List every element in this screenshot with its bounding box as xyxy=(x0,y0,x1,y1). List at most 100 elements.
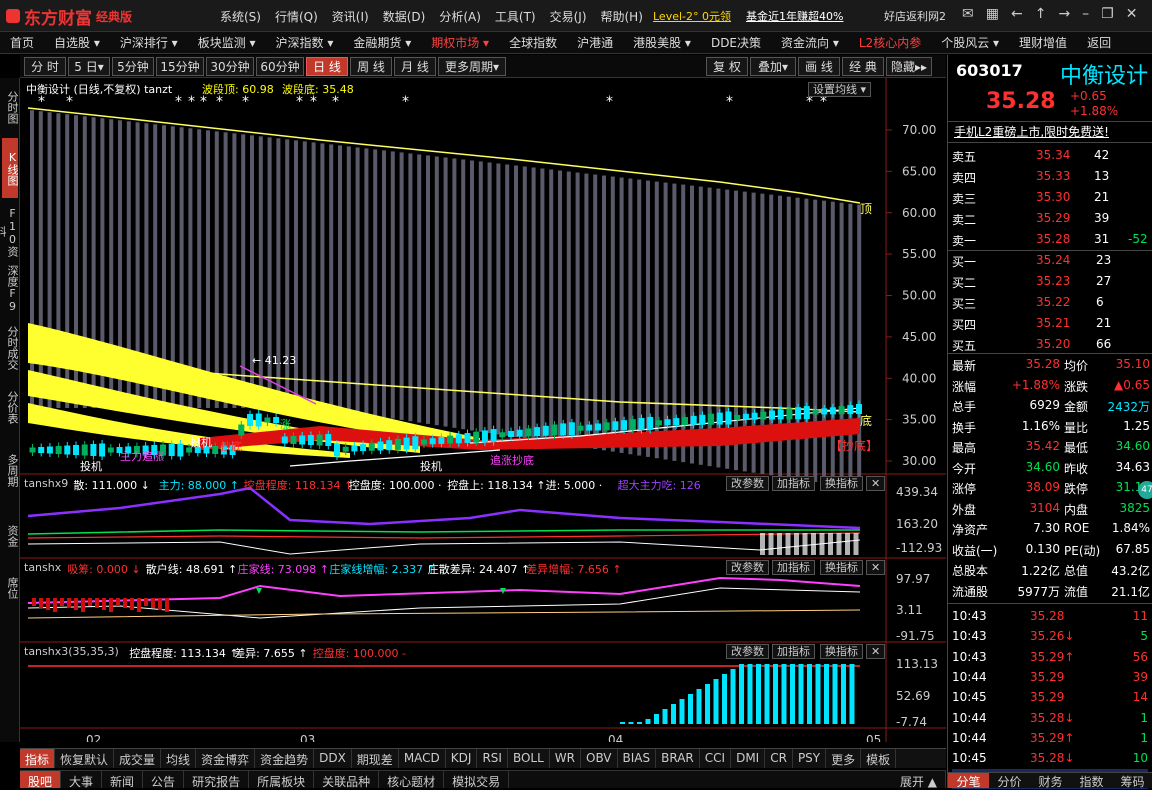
indicator-tab-1[interactable]: 恢复默认 xyxy=(55,749,115,768)
period-button-2[interactable]: 5分钟 xyxy=(112,57,154,76)
forward-icon[interactable]: → xyxy=(1058,6,1071,22)
info-tab-7[interactable]: 核心题材 xyxy=(379,771,445,789)
nav-item-9[interactable]: 港股美股 ▾ xyxy=(633,36,691,50)
set-ma-button[interactable]: 设置均线 ▾ xyxy=(808,82,872,97)
nav-item-12[interactable]: L2核心内参 xyxy=(858,36,922,50)
panel-button-2[interactable]: 换指标 xyxy=(820,560,863,575)
level2-promo-link[interactable]: Level-2° 0元领 xyxy=(653,10,731,23)
indicator-tab-21[interactable]: 模板 xyxy=(861,749,897,768)
period-button-3[interactable]: 15分钟 xyxy=(156,57,204,76)
tool-button-2[interactable]: 画 线 xyxy=(798,57,840,76)
menu-item-5[interactable]: 工具(T) xyxy=(494,10,536,24)
panel-button-3[interactable]: ✕ xyxy=(866,476,886,491)
grid-icon[interactable]: ▦ xyxy=(985,6,999,22)
nav-item-0[interactable]: 首页 xyxy=(10,36,35,50)
panel-button-2[interactable]: 换指标 xyxy=(820,476,863,491)
nav-item-10[interactable]: DDE决策 xyxy=(710,36,762,50)
left-tab-2[interactable]: F10资料 xyxy=(0,206,19,257)
menu-item-0[interactable]: 系统(S) xyxy=(220,10,261,24)
period-button-7[interactable]: 周 线 xyxy=(350,57,392,76)
panel-button-0[interactable]: 改参数 xyxy=(726,644,769,659)
menu-item-2[interactable]: 资讯(I) xyxy=(331,10,369,24)
nav-item-5[interactable]: 金融期货 ▾ xyxy=(353,36,412,50)
nav-item-3[interactable]: 板块监测 ▾ xyxy=(197,36,256,50)
restore-icon[interactable]: ❐ xyxy=(1101,6,1114,22)
indicator-tab-7[interactable]: 期现差 xyxy=(352,749,399,768)
indicator-tab-16[interactable]: CCI xyxy=(700,749,732,768)
indicator-tab-13[interactable]: OBV xyxy=(581,749,618,768)
back-icon[interactable]: ← xyxy=(1010,6,1023,22)
period-button-4[interactable]: 30分钟 xyxy=(206,57,254,76)
info-tab-0[interactable]: 股吧 xyxy=(20,771,62,789)
panel-button-1[interactable]: 加指标 xyxy=(772,476,815,491)
nav-item-8[interactable]: 沪港通 xyxy=(577,36,614,50)
l2-ad-link[interactable]: 手机L2重磅上市,限时免费送! xyxy=(954,125,1109,139)
menu-item-1[interactable]: 行情(Q) xyxy=(274,10,318,24)
left-tab-5[interactable]: 分价表 xyxy=(6,391,19,424)
indicator-tab-10[interactable]: RSI xyxy=(477,749,508,768)
info-tab-2[interactable]: 新闻 xyxy=(102,771,144,789)
tool-button-3[interactable]: 经 典 xyxy=(842,57,884,76)
menu-item-7[interactable]: 帮助(H) xyxy=(600,10,643,24)
indicator-tab-5[interactable]: 资金趋势 xyxy=(255,749,315,768)
nav-item-4[interactable]: 沪深指数 ▾ xyxy=(275,36,334,50)
nav-item-1[interactable]: 自选股 ▾ xyxy=(54,36,100,50)
info-tab-3[interactable]: 公告 xyxy=(143,771,185,789)
tool-button-4[interactable]: 隐藏▸▸ xyxy=(886,57,932,76)
left-tab-8[interactable]: 席位 xyxy=(6,577,19,599)
left-tab-0[interactable]: 分时图 xyxy=(6,90,19,124)
nav-item-13[interactable]: 个股风云 ▾ xyxy=(941,36,1000,50)
nav-item-2[interactable]: 沪深排行 ▾ xyxy=(119,36,178,50)
mail-icon[interactable]: ✉ xyxy=(962,6,974,22)
indicator-tab-8[interactable]: MACD xyxy=(399,749,446,768)
indicator-tab-19[interactable]: PSY xyxy=(793,749,827,768)
panel-button-1[interactable]: 加指标 xyxy=(772,644,815,659)
quote-tab-1[interactable]: 分价 xyxy=(997,775,1022,789)
indicator-tab-11[interactable]: BOLL xyxy=(508,749,550,768)
up-icon[interactable]: ↑ xyxy=(1034,6,1047,22)
info-tab-4[interactable]: 研究报告 xyxy=(184,771,250,789)
left-tab-4[interactable]: 分时成交 xyxy=(6,325,19,370)
quote-tab-2[interactable]: 财务 xyxy=(1038,775,1063,789)
app-logo[interactable]: 东方财富 经典版 xyxy=(6,4,132,29)
minimize-icon[interactable]: – xyxy=(1082,6,1090,22)
panel-button-1[interactable]: 加指标 xyxy=(772,560,815,575)
panel-button-0[interactable]: 改参数 xyxy=(726,560,769,575)
period-button-9[interactable]: 更多周期▾ xyxy=(438,57,506,76)
menu-item-6[interactable]: 交易(J) xyxy=(549,10,587,24)
info-tab-5[interactable]: 所属板块 xyxy=(249,771,315,789)
menu-item-3[interactable]: 数据(D) xyxy=(382,10,426,24)
indicator-tab-2[interactable]: 成交量 xyxy=(114,749,162,768)
indicator-tab-14[interactable]: BIAS xyxy=(618,749,657,768)
tool-button-0[interactable]: 复 权 xyxy=(706,57,748,76)
period-button-0[interactable]: 分 时 xyxy=(24,57,66,76)
indicator-tab-12[interactable]: WR xyxy=(550,749,581,768)
indicator-tab-3[interactable]: 均线 xyxy=(161,749,197,768)
nav-item-15[interactable]: 返回 xyxy=(1087,36,1112,50)
left-tab-1[interactable]: K线图 xyxy=(2,138,19,198)
side-badge[interactable]: 47 xyxy=(1138,481,1152,499)
menu-item-4[interactable]: 分析(A) xyxy=(439,10,481,24)
left-tab-3[interactable]: 深度F9 xyxy=(6,265,19,313)
indicator-tab-4[interactable]: 资金博弈 xyxy=(196,749,256,768)
indicator-tab-9[interactable]: KDJ xyxy=(446,749,478,768)
nav-item-14[interactable]: 理财增值 xyxy=(1019,36,1068,50)
rebate-link[interactable]: 好店返利网2 xyxy=(884,10,946,23)
period-button-5[interactable]: 60分钟 xyxy=(256,57,304,76)
indicator-tab-20[interactable]: 更多 xyxy=(826,749,862,768)
indicator-tab-15[interactable]: BRAR xyxy=(656,749,700,768)
expand-button[interactable]: 展开 ▲ xyxy=(892,771,946,789)
kline-chart-svg[interactable]: 70.00 65.00 60.00 55.00 50.00 45.00 40.00 35.00… xyxy=(20,78,946,747)
nav-item-7[interactable]: 全球指数 xyxy=(509,36,558,50)
info-tab-8[interactable]: 模拟交易 xyxy=(444,771,510,789)
left-tab-6[interactable]: 多周期 xyxy=(6,453,19,487)
panel-button-0[interactable]: 改参数 xyxy=(726,476,769,491)
panel-button-3[interactable]: ✕ xyxy=(866,644,886,659)
indicator-tab-17[interactable]: DMI xyxy=(731,749,766,768)
quote-tab-0[interactable]: 分笔 xyxy=(948,773,989,789)
period-button-8[interactable]: 月 线 xyxy=(394,57,436,76)
indicator-tab-6[interactable]: DDX xyxy=(314,749,352,768)
panel-button-2[interactable]: 换指标 xyxy=(820,644,863,659)
quote-tab-3[interactable]: 指数 xyxy=(1079,775,1104,789)
indicator-tab-0[interactable]: 指标 xyxy=(20,749,56,768)
